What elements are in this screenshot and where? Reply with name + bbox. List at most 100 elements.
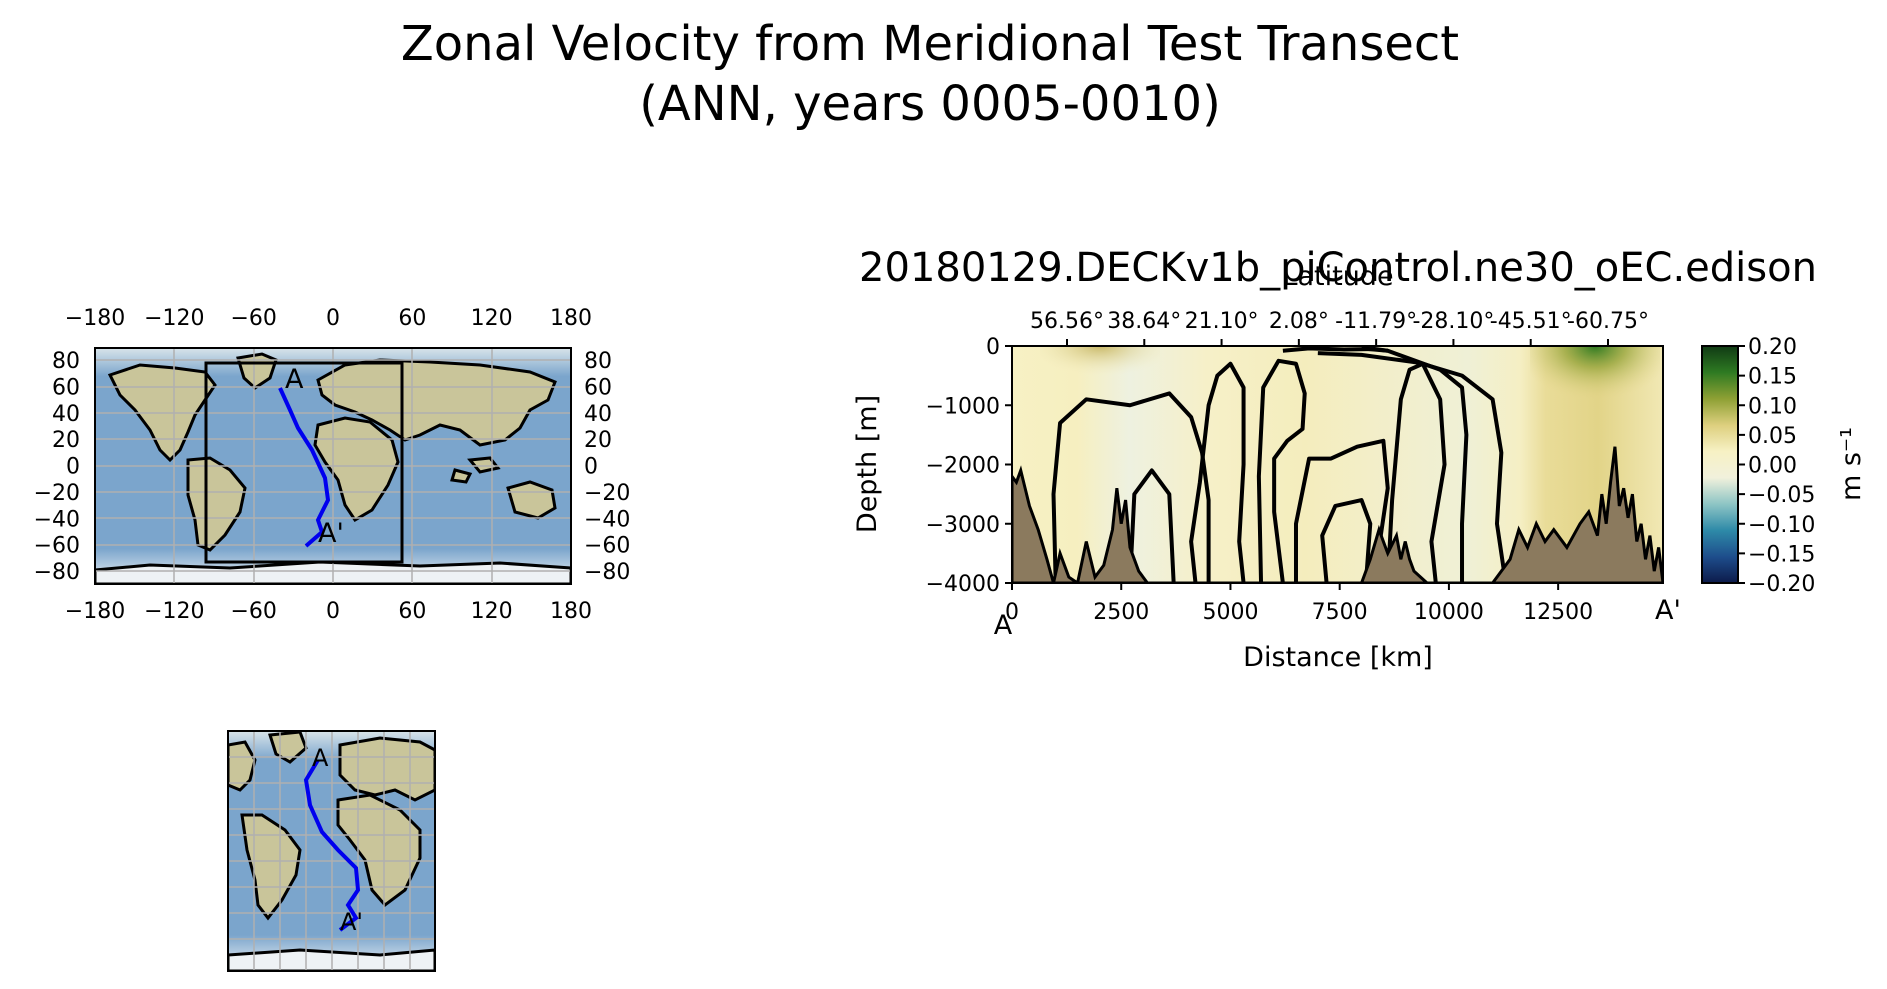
y-tick-label: −2000 <box>926 454 1000 479</box>
colorbar-tick-label: 0.20 <box>1748 335 1797 360</box>
map-lon-tick-label: −60 <box>230 599 276 624</box>
figure-title-line2: (ANN, years 0005-0010) <box>639 76 1221 132</box>
map-lon-tick-label: 180 <box>550 306 592 331</box>
zoom-transect-start-label: A <box>312 744 329 772</box>
x-tick-label: 0 <box>1005 600 1019 625</box>
global-map: A A' −180 −120 −60 0 60 120 180 −180 −120 −60 0 60… <box>34 306 631 624</box>
latitude-tick-label: 38.64° <box>1107 309 1181 334</box>
transect-plot-title: 20180129.DECKv1b_piControl.ne30_oEC.edis… <box>859 245 1817 291</box>
map-lat-tick-label: −40 <box>584 507 630 532</box>
map-lon-tick-label: 120 <box>471 599 513 624</box>
transect-end-label: A' <box>318 518 344 549</box>
zoom-map-frame <box>227 730 436 972</box>
section-end-label: A' <box>1655 595 1681 626</box>
map-lon-ticks-top: −180 −120 −60 0 60 120 180 <box>65 306 592 331</box>
map-lat-tick-label: −20 <box>34 481 80 506</box>
velocity-contours <box>1051 346 1508 583</box>
map-lat-tick-label: 0 <box>584 455 598 480</box>
map-lat-tick-label: 0 <box>66 455 80 480</box>
map-lon-tick-label: 0 <box>326 306 340 331</box>
bathymetry-fill <box>1012 446 1663 583</box>
map-lon-tick-label: −120 <box>144 599 204 624</box>
map-lon-tick-label: −180 <box>65 306 125 331</box>
latitude-tick-label: -60.75° <box>1567 309 1649 334</box>
top-axis-label: Latitude <box>1282 261 1393 292</box>
map-lat-tick-label: 20 <box>584 428 612 453</box>
map-frame <box>94 347 572 585</box>
map-lon-tick-label: 60 <box>398 599 426 624</box>
x-tick-label: 12500 <box>1523 600 1593 625</box>
x-tick-label: 2500 <box>1093 600 1149 625</box>
contour-line <box>1317 351 1508 583</box>
y-tick-label: 0 <box>986 335 1000 360</box>
contour-line <box>1189 361 1246 583</box>
x-tick-label: 5000 <box>1202 600 1258 625</box>
map-lat-tick-label: −60 <box>34 534 80 559</box>
transect-start-label: A <box>285 364 304 395</box>
latitude-tick-label: 56.56° <box>1030 309 1104 334</box>
contour-line <box>1051 391 1211 583</box>
colorbar-label: m s⁻¹ <box>1836 427 1867 501</box>
contour-line <box>1293 438 1390 583</box>
zoom-transect-line <box>303 758 361 932</box>
y-tick-label: −4000 <box>926 572 1000 597</box>
contour-line <box>1320 498 1373 583</box>
map-lat-tick-label: −40 <box>34 507 80 532</box>
latitude-tick-label: 2.08° <box>1269 309 1329 334</box>
zoom-extent-box <box>204 361 404 564</box>
map-lon-tick-label: −180 <box>65 599 125 624</box>
map-lon-tick-label: 0 <box>326 599 340 624</box>
map-lat-tick-label: −80 <box>584 560 630 585</box>
zoom-map-gridlines <box>228 731 435 971</box>
colorbar-tick-label: 0.00 <box>1748 454 1797 479</box>
colorbar-tick-label: −0.20 <box>1748 572 1815 597</box>
velocity-feature-green <box>1530 346 1660 436</box>
map-lat-tick-label: 60 <box>52 375 80 400</box>
map-lon-tick-label: 120 <box>471 306 513 331</box>
x-axis-label: Distance [km] <box>1243 642 1433 673</box>
map-gridlines <box>95 348 571 584</box>
y-tick-label: −3000 <box>926 513 1000 538</box>
colorbar-tick-label: 0.05 <box>1748 424 1797 449</box>
contour-line <box>1361 346 1469 583</box>
map-lat-tick-label: 20 <box>52 428 80 453</box>
colorbar-ticks: 0.20 0.15 0.10 0.05 0.00 −0.05 −0.10 −0.15 −0.20 <box>1738 335 1815 597</box>
zoom-map: A A' <box>227 730 436 972</box>
map-lon-tick-label: 60 <box>398 306 426 331</box>
velocity-feature-olive <box>1040 346 1160 396</box>
latitude-axis-ticks: 56.56° 38.64° 21.10° 2.08° -11.79°-28.10°-45… <box>1030 309 1649 346</box>
y-tick-label: −1000 <box>926 394 1000 419</box>
map-lat-tick-label: −20 <box>584 481 630 506</box>
figure-title-line1: Zonal Velocity from Meridional Test Tran… <box>401 16 1459 72</box>
x-tick-label: 7500 <box>1312 600 1368 625</box>
map-lat-tick-label: 40 <box>52 402 80 427</box>
colorbar-tick-label: 0.10 <box>1748 394 1797 419</box>
y-axis-ticks: 0 −1000 −2000 −3000 −4000 <box>926 335 1012 597</box>
colorbar-tick-label: −0.15 <box>1748 542 1815 567</box>
x-tick-label: 10000 <box>1414 600 1484 625</box>
map-lat-tick-label: 80 <box>52 349 80 374</box>
latitude-tick-label: -11.79° <box>1335 309 1417 334</box>
map-lon-tick-label: −120 <box>144 306 204 331</box>
x-axis-ticks: 0 2500 5000 7500 10000 12500 <box>1005 583 1593 625</box>
latitude-tick-label: -45.51° <box>1490 309 1572 334</box>
zoom-transect-end-label: A' <box>340 908 363 936</box>
bathymetry <box>1012 446 1663 583</box>
transect-plot: 20180129.DECKv1b_piControl.ne30_oEC.edis… <box>852 245 1867 673</box>
map-lat-tick-label: 80 <box>584 349 612 374</box>
latitude-tick-label: 21.10° <box>1185 309 1259 334</box>
section-start-label: A <box>994 610 1013 641</box>
latitude-tick-label: -28.10° <box>1412 309 1494 334</box>
contour-line <box>1256 358 1307 583</box>
map-lat-tick-label: 60 <box>584 375 612 400</box>
transect-line <box>278 387 331 548</box>
map-lon-ticks-bottom: −180 −120 −60 0 60 120 180 <box>65 599 592 624</box>
colorbar <box>1701 345 1739 584</box>
map-lon-tick-label: −60 <box>230 306 276 331</box>
map-lon-tick-label: 180 <box>550 599 592 624</box>
map-lat-tick-label: 40 <box>584 402 612 427</box>
y-axis-label: Depth [m] <box>852 395 883 533</box>
